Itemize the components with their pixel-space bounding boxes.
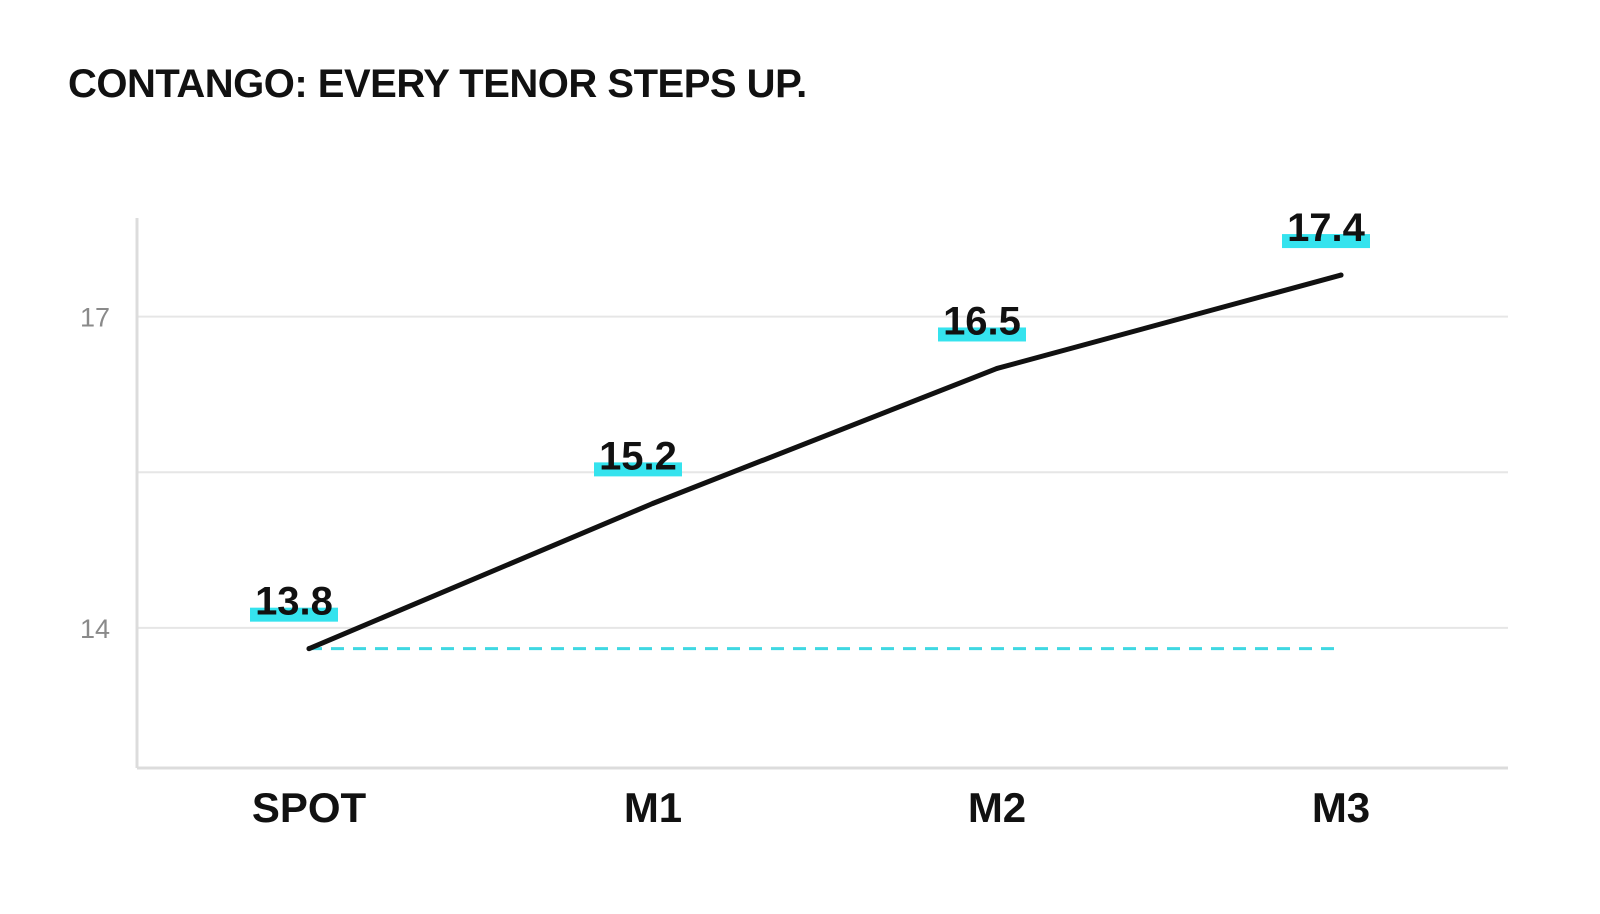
axes: [135, 218, 1508, 770]
data-labels: 13.8 15.2 16.5 17.4: [250, 206, 1370, 624]
data-point: [306, 646, 312, 652]
data-point: [1338, 272, 1344, 278]
x-tick-label: M2: [968, 784, 1026, 831]
data-label: 13.8: [255, 580, 333, 624]
y-tick-labels: 14 17: [80, 303, 110, 644]
y-tick-label: 17: [80, 303, 110, 333]
x-tick-label: SPOT: [252, 784, 367, 831]
x-tick-label: M1: [624, 784, 682, 831]
chart-title: CONTANGO: EVERY TENOR STEPS UP.: [68, 62, 807, 106]
data-label: 16.5: [943, 299, 1021, 343]
y-tick-label: 14: [80, 614, 110, 644]
series-group: [306, 272, 1344, 652]
x-tick-labels: SPOT M1 M2 M3: [252, 784, 1370, 831]
data-label-highlight: [1282, 234, 1370, 249]
data-label: 15.2: [599, 434, 677, 478]
data-point: [650, 500, 656, 506]
data-point: [994, 365, 1000, 371]
data-label: 17.4: [1287, 206, 1366, 250]
data-label-highlight: [938, 327, 1026, 342]
data-label-highlight: [594, 462, 682, 477]
series-line: [306, 272, 1344, 652]
gridlines: [137, 315, 1508, 629]
data-label-highlight: [250, 607, 338, 622]
x-tick-label: M3: [1312, 784, 1370, 831]
